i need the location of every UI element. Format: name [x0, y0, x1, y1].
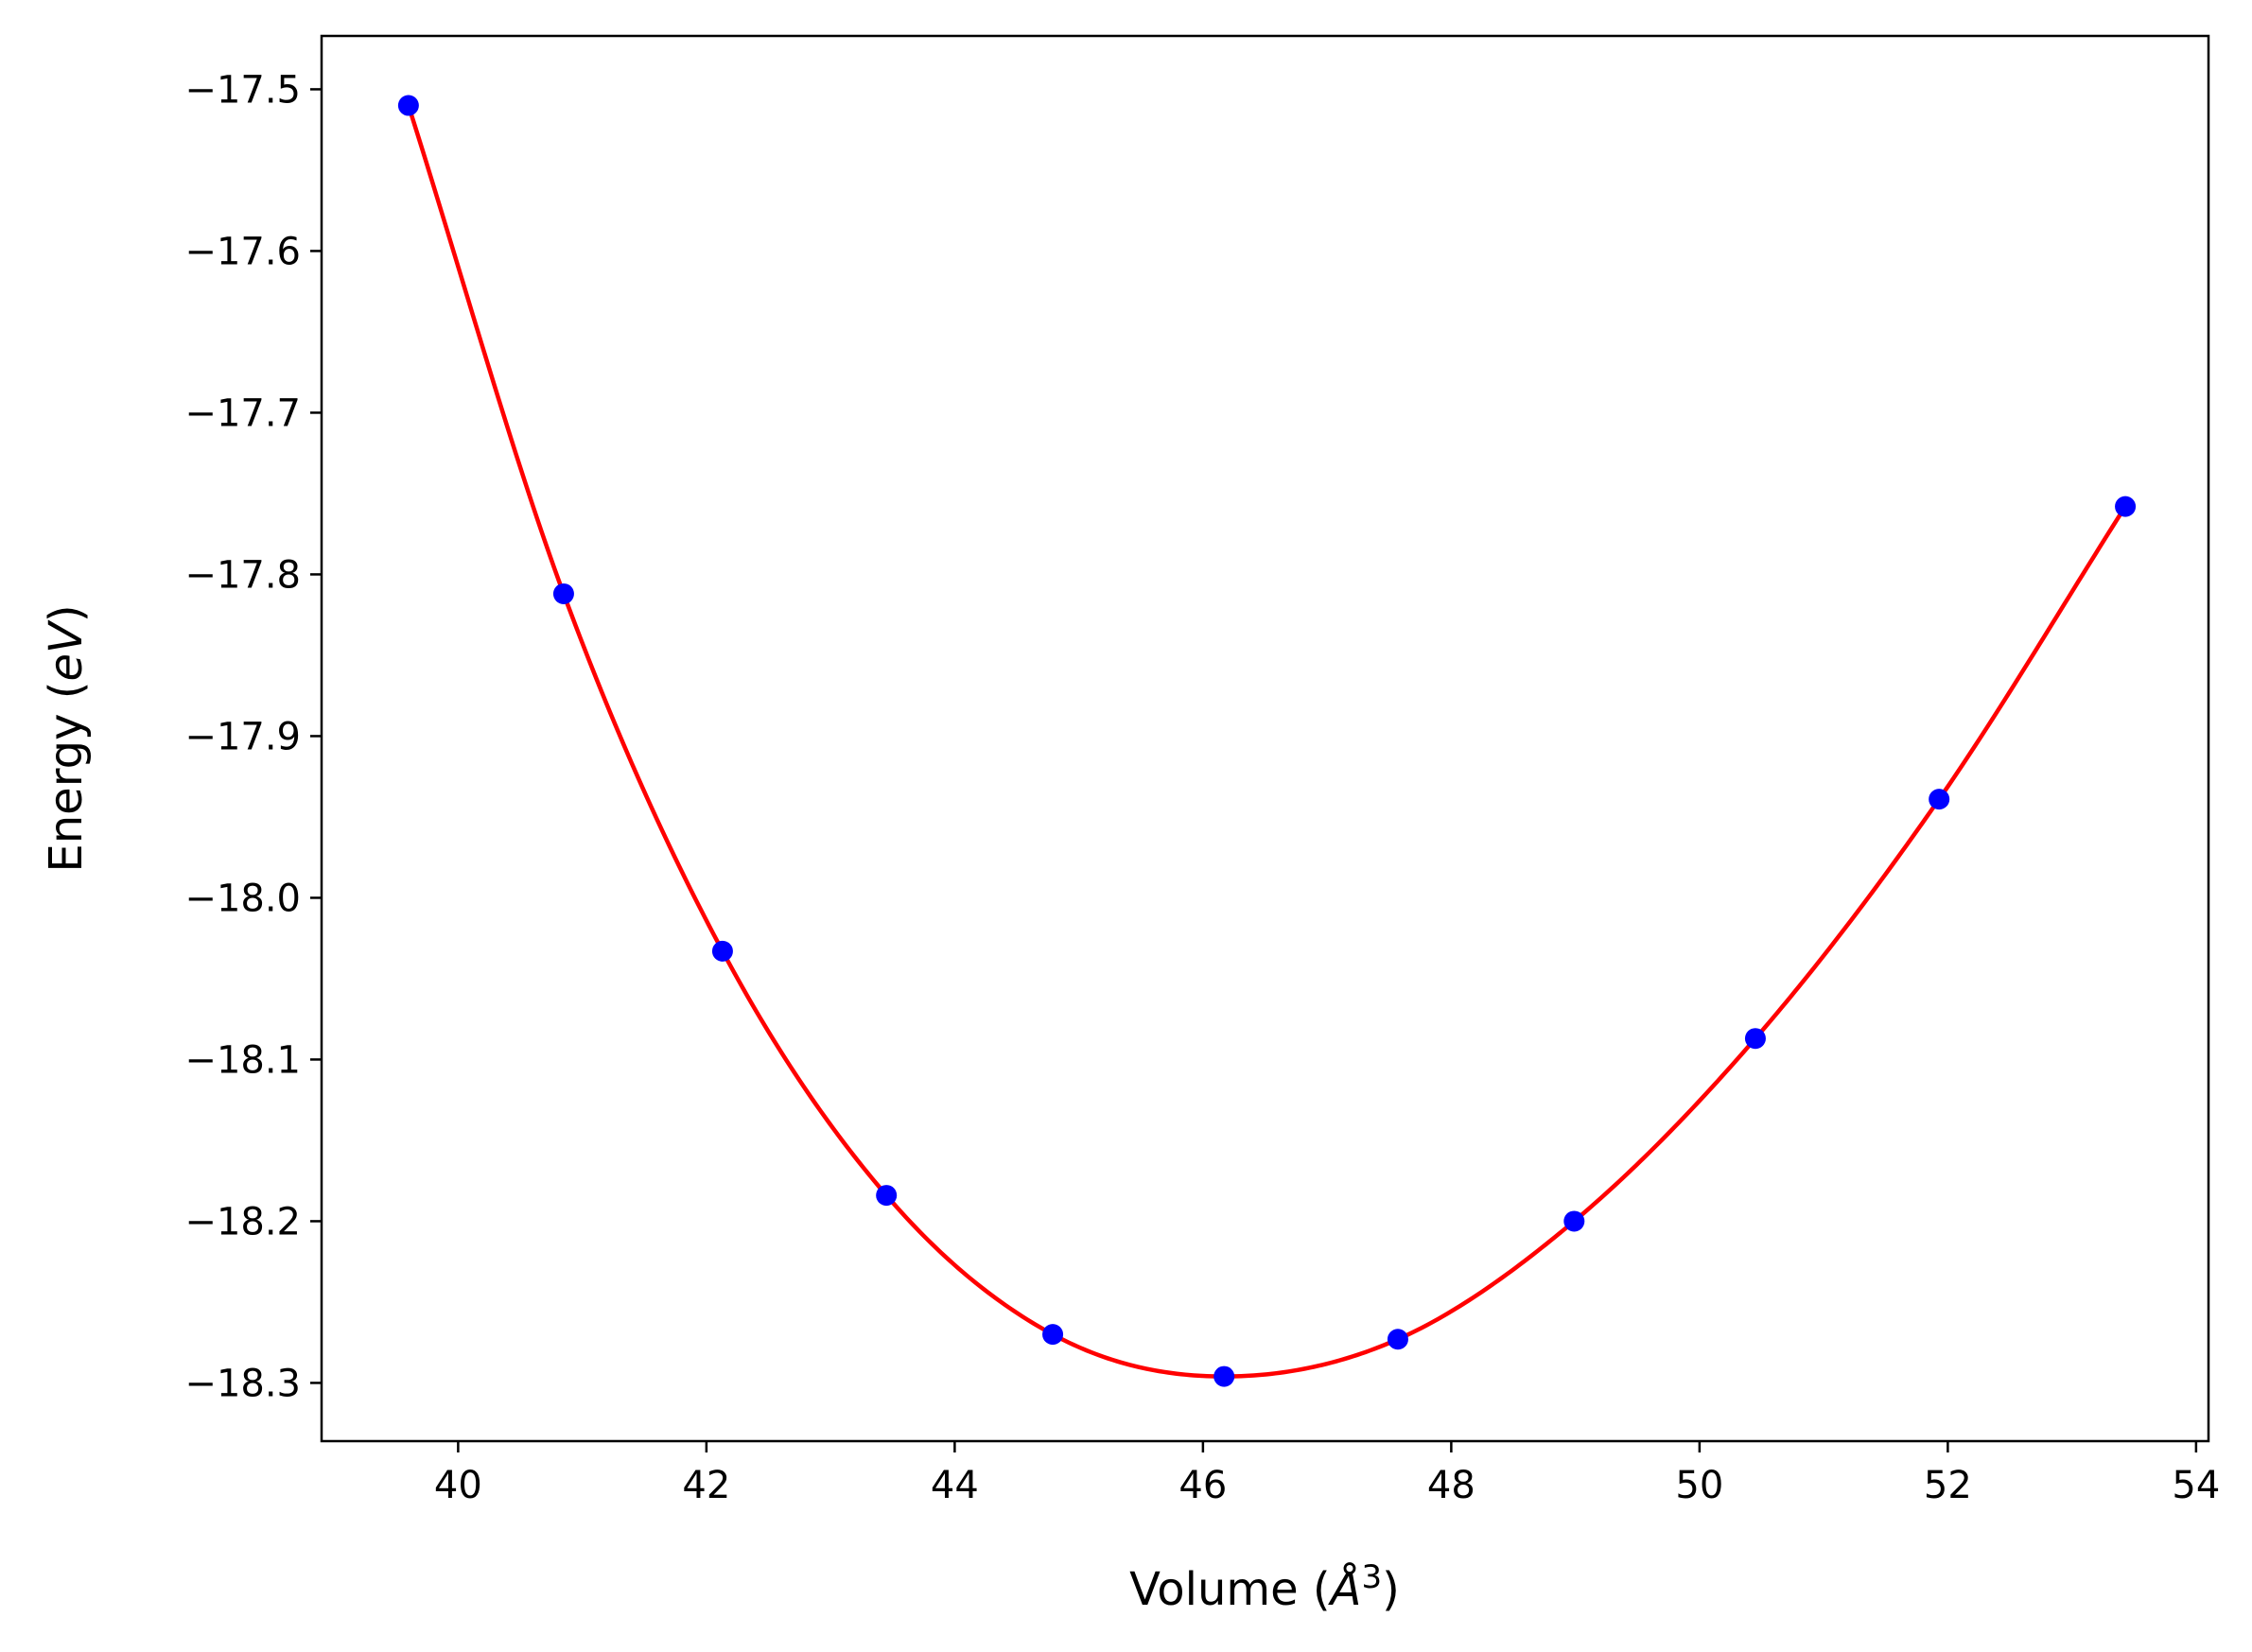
fit-curve-line — [406, 104, 2127, 1379]
data-point — [876, 1185, 898, 1207]
x-tick-label: 44 — [931, 1464, 979, 1507]
data-points — [397, 95, 2137, 1387]
y-tick-label: −17.6 — [184, 230, 301, 273]
y-tick-label: −17.7 — [184, 391, 301, 435]
x-tick-label: 40 — [434, 1464, 482, 1507]
data-point — [1213, 1365, 1235, 1387]
axes-frame — [320, 34, 2210, 1443]
x-tick-label: 46 — [1178, 1464, 1227, 1507]
data-point — [1929, 789, 1950, 810]
y-tick-label: −18.2 — [184, 1200, 301, 1243]
y-axis-label: Energy (eV) — [40, 604, 93, 872]
x-tick-label: 48 — [1427, 1464, 1475, 1507]
y-tick-label: −17.8 — [184, 553, 301, 597]
y-tick-label: −17.5 — [184, 68, 301, 112]
x-axis-ticks: 40 42 44 46 48 50 52 54 — [434, 1441, 2220, 1507]
data-point — [1387, 1329, 1408, 1350]
x-tick-label: 52 — [1924, 1464, 1972, 1507]
data-point — [1744, 1028, 1766, 1050]
data-point — [711, 940, 733, 962]
y-tick-label: −18.0 — [184, 877, 301, 920]
data-point — [552, 583, 574, 604]
y-tick-label: −17.9 — [184, 715, 301, 758]
data-point — [2115, 496, 2137, 517]
y-axis-ticks: −17.5 −17.6 −17.7 −17.8 −17.9 −18.0 −18.1 −18.2… — [184, 68, 322, 1405]
x-tick-label: 42 — [682, 1464, 730, 1507]
plot-area — [397, 95, 2137, 1387]
x-tick-label: 54 — [2172, 1464, 2220, 1507]
data-point — [1042, 1324, 1064, 1346]
y-tick-label: −18.1 — [184, 1038, 301, 1082]
y-tick-label: −18.3 — [184, 1362, 301, 1405]
data-point — [397, 95, 419, 116]
x-tick-label: 50 — [1675, 1464, 1723, 1507]
x-axis-label: Volume (Å3) — [1129, 1558, 1400, 1616]
data-point — [1563, 1210, 1585, 1232]
